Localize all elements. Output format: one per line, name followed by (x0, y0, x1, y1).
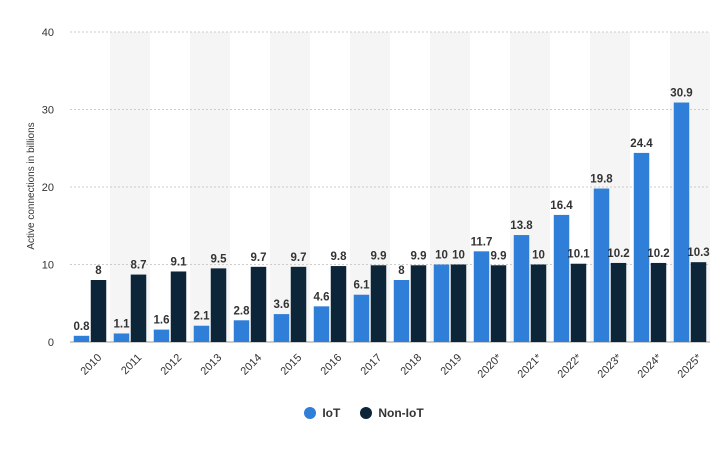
data-label-iot: 1.1 (114, 318, 131, 330)
bar-iot (473, 251, 490, 342)
bar-non-iot (130, 274, 147, 342)
bar-non-iot (490, 265, 507, 342)
data-label-iot: 16.4 (550, 200, 573, 212)
x-tick-label: 2019 (439, 352, 465, 378)
bar-iot (73, 335, 90, 342)
x-tick-label: 2015 (279, 352, 305, 378)
data-label-non-iot: 8 (95, 265, 102, 277)
x-axis-ticks: 2010 2011 2012 2013 2014 2015 2016 2017 2018 2019… (79, 351, 705, 380)
x-tick-label: 2011 (119, 352, 144, 377)
x-tick-label: 2012 (159, 352, 185, 378)
bar-non-iot (610, 262, 627, 342)
y-tick-label: 20 (42, 182, 54, 194)
x-tick-label: 2024* (636, 351, 665, 380)
data-label-iot: 2.8 (234, 305, 251, 317)
x-tick-label: 2022* (556, 351, 585, 380)
bar-iot (353, 294, 370, 342)
data-label-non-iot: 10 (532, 250, 545, 262)
x-tick-label: 2010 (79, 352, 105, 378)
y-tick-label: 40 (42, 27, 54, 39)
bar-non-iot (570, 263, 587, 342)
bar-iot (313, 306, 330, 342)
data-label-iot: 6.1 (354, 280, 371, 292)
bar-non-iot (210, 268, 227, 342)
bar-non-iot (90, 280, 107, 342)
data-label-non-iot: 10.2 (607, 248, 629, 260)
data-label-iot: 3.6 (274, 299, 290, 311)
x-tick-label: 2017 (359, 352, 385, 378)
bar-non-iot (370, 265, 387, 342)
data-label-iot: 10 (435, 250, 448, 262)
data-label-iot: 30.9 (670, 88, 692, 100)
data-label-iot: 0.8 (74, 321, 91, 333)
data-label-iot: 2.1 (194, 311, 211, 323)
bars (73, 102, 707, 343)
y-axis-ticks: 0 10 20 30 40 (42, 27, 54, 349)
bar-non-iot (250, 266, 267, 342)
x-tick-label: 2014 (239, 352, 265, 378)
data-label-non-iot: 9.5 (211, 253, 228, 265)
bar-iot (113, 333, 130, 342)
x-tick-label: 2013 (199, 352, 225, 378)
bar-iot (393, 280, 410, 342)
y-tick-label: 30 (42, 105, 54, 117)
legend-item-iot[interactable]: IoT (304, 406, 340, 420)
data-label-non-iot: 9.7 (291, 252, 307, 264)
data-label-non-iot: 9.9 (411, 250, 427, 262)
bar-iot (233, 320, 250, 342)
legend-label-non-iot: Non-IoT (378, 406, 424, 420)
bar-non-iot (290, 266, 307, 342)
legend-label-iot: IoT (322, 406, 341, 420)
data-label-non-iot: 9.9 (371, 250, 387, 262)
bar-non-iot (690, 262, 707, 342)
bar-iot (153, 329, 170, 342)
x-tick-label: 2016 (319, 352, 345, 378)
legend-swatch-non-iot (360, 407, 373, 419)
bar-iot (193, 325, 210, 342)
x-tick-label: 2018 (399, 352, 425, 378)
data-label-iot: 8 (398, 265, 405, 277)
data-label-iot: 4.6 (314, 291, 330, 303)
data-label-non-iot: 10.2 (647, 248, 669, 260)
bar-non-iot (170, 271, 187, 342)
data-label-non-iot: 9.7 (251, 252, 267, 264)
data-label-iot: 1.6 (154, 315, 170, 327)
bar-iot (593, 188, 610, 342)
bar-non-iot (330, 266, 347, 342)
bar-iot (553, 214, 570, 342)
bar-iot (433, 264, 450, 342)
data-label-non-iot: 9.1 (171, 256, 188, 268)
data-label-non-iot: 9.9 (491, 250, 507, 262)
bar-iot (633, 152, 650, 342)
x-tick-label: 2021* (516, 351, 545, 380)
bar-non-iot (530, 264, 547, 342)
bar-iot (273, 314, 290, 342)
bar-iot (673, 102, 690, 343)
data-label-iot: 13.8 (510, 220, 533, 232)
data-label-iot: 19.8 (590, 174, 613, 186)
y-tick-label: 0 (48, 337, 54, 349)
bar-non-iot (410, 265, 427, 342)
data-label-non-iot: 8.7 (131, 260, 147, 272)
data-label-non-iot: 10.1 (567, 249, 590, 261)
y-axis-title: Active connections in billions (26, 122, 37, 249)
legend: IoT Non-IoT (0, 406, 728, 420)
data-label-iot: 11.7 (471, 236, 493, 248)
bar-iot (513, 235, 530, 342)
legend-swatch-iot (304, 407, 317, 419)
data-label-non-iot: 9.8 (331, 251, 348, 263)
bar-non-iot (650, 262, 667, 342)
bar-non-iot (450, 264, 467, 342)
data-label-non-iot: 10 (452, 250, 465, 262)
data-labels: 0.8 8 1.1 8.7 1.6 9.1 2.1 9.5 2.8 9.7 3.6 9.7 4.6 9.8… (74, 88, 710, 333)
x-tick-label: 2020* (476, 351, 505, 380)
data-label-non-iot: 10.3 (687, 247, 709, 259)
x-tick-label: 2025* (676, 351, 705, 380)
x-tick-label: 2023* (596, 351, 625, 380)
legend-item-non-iot[interactable]: Non-IoT (360, 406, 424, 420)
data-label-iot: 24.4 (630, 138, 653, 150)
y-tick-label: 10 (42, 260, 54, 272)
